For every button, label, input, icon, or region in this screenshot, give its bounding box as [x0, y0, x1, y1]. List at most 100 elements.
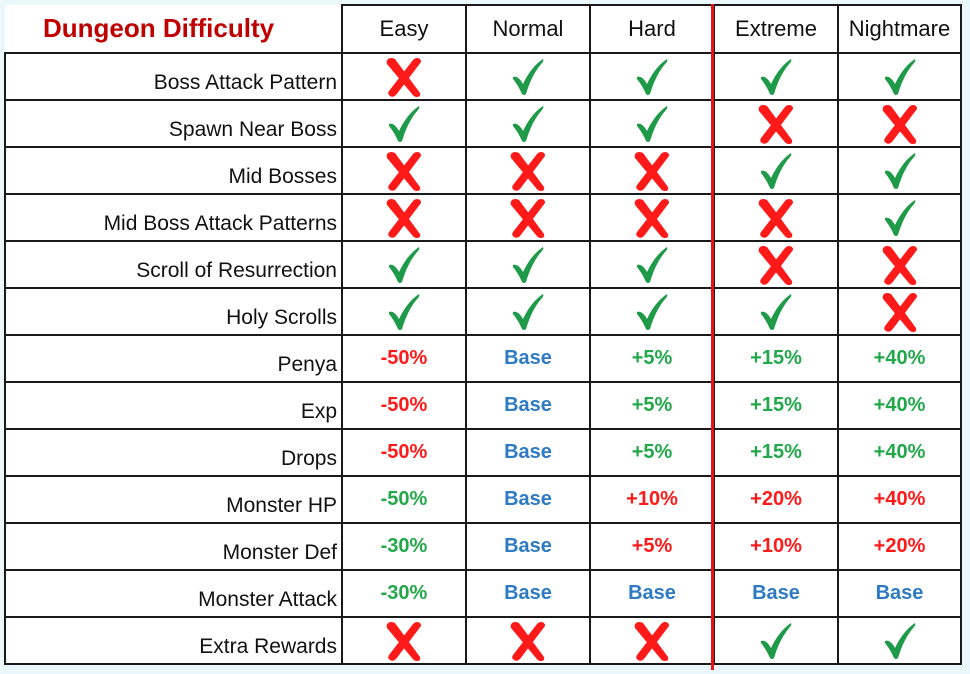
table-row: Scroll of Resurrection: [4, 240, 962, 289]
table-title: Dungeon Difficulty: [5, 5, 343, 54]
cell-hard-value: Base: [589, 569, 715, 618]
cross-icon: [758, 198, 793, 238]
check-icon: [761, 152, 792, 189]
cross-icon: [882, 245, 917, 285]
cell-normal-cross: [465, 193, 591, 242]
cell-easy-value: -50%: [341, 428, 467, 477]
cell-easy-cross: [341, 616, 467, 665]
row-label: Drops: [4, 428, 343, 477]
cell-normal-check: [465, 99, 591, 148]
check-icon: [389, 246, 420, 283]
cell-normal-value: Base: [465, 475, 591, 524]
cell-extreme-value: +15%: [713, 334, 839, 383]
cell-hard-check: [589, 287, 715, 336]
cell-normal-cross: [465, 146, 591, 195]
check-icon: [761, 293, 792, 330]
row-label: Mid Boss Attack Patterns: [4, 193, 343, 242]
check-icon: [761, 58, 792, 95]
header-row: Dungeon Difficulty Easy Normal Hard Extr…: [5, 4, 962, 54]
check-icon: [513, 105, 544, 142]
table-row: Spawn Near Boss: [4, 99, 962, 148]
check-icon: [389, 293, 420, 330]
cross-icon: [510, 151, 545, 191]
row-label: Spawn Near Boss: [4, 99, 343, 148]
cross-icon: [510, 198, 545, 238]
cell-easy-value: -30%: [341, 569, 467, 618]
cell-extreme-cross: [713, 99, 839, 148]
cell-nightmare-value: +40%: [837, 381, 962, 430]
cross-icon: [882, 104, 917, 144]
cell-hard-value: +5%: [589, 381, 715, 430]
cell-extreme-value: +15%: [713, 381, 839, 430]
column-header-normal: Normal: [465, 4, 591, 54]
cell-easy-cross: [341, 193, 467, 242]
cell-normal-value: Base: [465, 381, 591, 430]
table-row: Drops -50% Base +5% +15% +40%: [4, 428, 962, 477]
table-row: Monster Attack -30% Base Base Base Base: [4, 569, 962, 618]
cell-easy-value: -50%: [341, 381, 467, 430]
cell-nightmare-value: +40%: [837, 428, 962, 477]
cell-extreme-value: Base: [713, 569, 839, 618]
cell-nightmare-check: [837, 52, 962, 101]
cross-icon: [386, 151, 421, 191]
cell-extreme-check: [713, 287, 839, 336]
cross-icon: [634, 198, 669, 238]
cell-extreme-check: [713, 52, 839, 101]
cell-nightmare-value: +40%: [837, 334, 962, 383]
cell-easy-value: -30%: [341, 522, 467, 571]
cell-extreme-value: +15%: [713, 428, 839, 477]
row-label: Boss Attack Pattern: [4, 52, 343, 101]
cell-easy-check: [341, 287, 467, 336]
column-header-nightmare: Nightmare: [837, 4, 962, 54]
cell-normal-check: [465, 240, 591, 289]
cell-easy-value: -50%: [341, 334, 467, 383]
check-icon: [884, 199, 915, 236]
cell-easy-cross: [341, 52, 467, 101]
cell-extreme-cross: [713, 240, 839, 289]
cross-icon: [510, 621, 545, 661]
table-row: Exp -50% Base +5% +15% +40%: [4, 381, 962, 430]
cell-extreme-check: [713, 146, 839, 195]
table-row: Mid Bosses: [4, 146, 962, 195]
row-label: Holy Scrolls: [4, 287, 343, 336]
cell-hard-value: +10%: [589, 475, 715, 524]
check-icon: [884, 58, 915, 95]
check-icon: [513, 58, 544, 95]
row-label: Monster Attack: [4, 569, 343, 618]
cross-icon: [634, 621, 669, 661]
cross-icon: [758, 104, 793, 144]
column-header-extreme: Extreme: [713, 4, 839, 54]
check-icon: [637, 293, 668, 330]
cell-normal-value: Base: [465, 334, 591, 383]
check-icon: [884, 622, 915, 659]
row-label: Mid Bosses: [4, 146, 343, 195]
check-icon: [389, 105, 420, 142]
cell-hard-check: [589, 240, 715, 289]
check-icon: [513, 246, 544, 283]
cell-easy-check: [341, 240, 467, 289]
cell-nightmare-check: [837, 193, 962, 242]
column-header-easy: Easy: [341, 4, 467, 54]
check-icon: [884, 152, 915, 189]
cell-normal-value: Base: [465, 428, 591, 477]
cell-easy-check: [341, 99, 467, 148]
cell-nightmare-value: +40%: [837, 475, 962, 524]
cell-nightmare-cross: [837, 240, 962, 289]
cross-icon: [386, 198, 421, 238]
cell-extreme-value: +10%: [713, 522, 839, 571]
cell-hard-check: [589, 99, 715, 148]
cell-nightmare-value: +20%: [837, 522, 962, 571]
table-row: Monster Def -30% Base +5% +10% +20%: [4, 522, 962, 571]
cross-icon: [386, 57, 421, 97]
cell-hard-cross: [589, 146, 715, 195]
cell-hard-value: +5%: [589, 334, 715, 383]
cross-icon: [882, 292, 917, 332]
table-row: Mid Boss Attack Patterns: [4, 193, 962, 242]
cell-normal-check: [465, 287, 591, 336]
check-icon: [637, 58, 668, 95]
cell-extreme-cross: [713, 193, 839, 242]
cell-hard-cross: [589, 193, 715, 242]
table-row: Monster HP -50% Base +10% +20% +40%: [4, 475, 962, 524]
table-row: Extra Rewards: [4, 616, 962, 665]
